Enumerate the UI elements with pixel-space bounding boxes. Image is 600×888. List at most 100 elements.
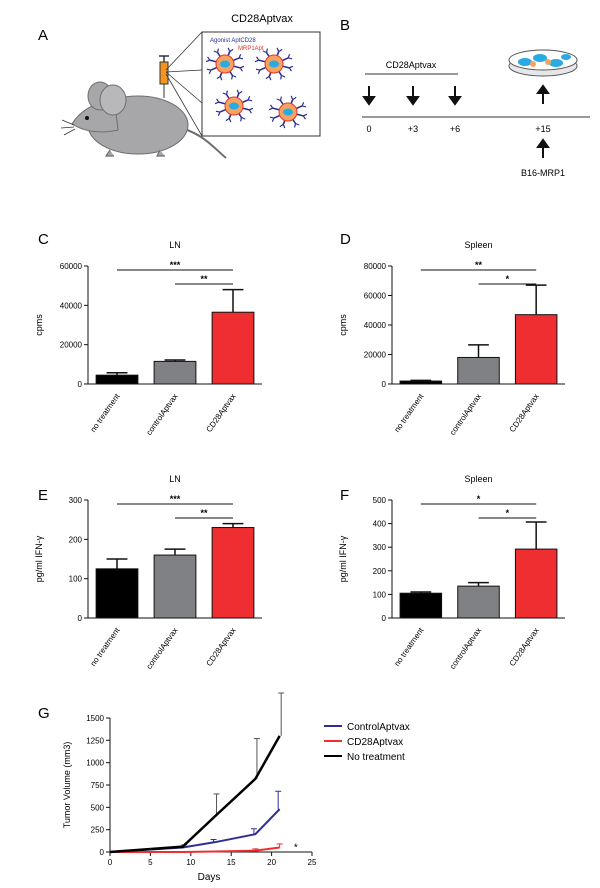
vaccine-bar-label: CD28Aptvax (386, 60, 437, 70)
y-tick-label: 1000 (86, 759, 104, 768)
x-tick-label: CD28Aptvax (508, 392, 541, 434)
y-tick-label: 400 (373, 520, 387, 529)
agonist-aptamer-tip (276, 47, 283, 53)
panel-label-f: F (340, 487, 349, 504)
x-tick-label: controlAptvax (144, 626, 179, 671)
panel-label-e: E (38, 487, 48, 504)
x-tick-label: 0 (108, 858, 113, 867)
mouse-whiskers (60, 119, 76, 136)
agonist-aptamer-tip (215, 110, 221, 116)
tick-day-3: +3 (408, 124, 418, 134)
tick-day-6: +6 (450, 124, 460, 134)
panel-label-d: D (340, 231, 351, 248)
y-tick-label: 300 (373, 543, 387, 552)
legend-label: ControlAptvax (347, 722, 410, 733)
x-tick-label: no treatment (88, 391, 122, 434)
chart-g-tumor-volume: 0 250 500 750 1000 1250 1500 0 5 10 15 20 25 Days Tumo… (62, 692, 410, 883)
series-line-cd28aptvax (110, 846, 280, 853)
x-tick-label: controlAptvax (448, 392, 483, 437)
panel-a-title: CD28Aptvax (231, 13, 293, 25)
bar-cd28aptvax (211, 311, 255, 385)
y-axis-label: Tumor Volume (mm3) (62, 742, 72, 829)
significance-marker: ** (475, 260, 483, 270)
significance-marker: * (294, 843, 298, 854)
bar-controlaptvax (457, 356, 500, 385)
chart-title: Spleen (464, 240, 492, 250)
y-tick-label: 300 (69, 496, 83, 505)
chart-f-spleen-ifng: Spleen pg/ml IFN-γ 0 100 200 300 400 500 no trea… (338, 474, 565, 671)
chart-title: Spleen (464, 474, 492, 484)
y-tick-label: 0 (382, 614, 387, 623)
agonist-aptamer-tip (301, 102, 307, 108)
panel-label-g: G (38, 705, 50, 722)
x-tick-label: no treatment (88, 625, 122, 668)
agonist-aptamer-tip (240, 116, 246, 122)
y-tick-label: 0 (100, 848, 105, 857)
y-axis-label: cpms (338, 314, 348, 336)
y-tick-label: 750 (91, 781, 105, 790)
y-tick-label: 500 (373, 496, 387, 505)
agonist-aptamer-tip (236, 89, 243, 95)
significance-marker: * (506, 508, 510, 518)
petri-dish-icon (508, 49, 578, 77)
bar-no-treatment (95, 374, 139, 385)
y-axis-label: cpms (34, 314, 44, 336)
mouse-illustration (60, 81, 227, 159)
cell-nucleus (283, 108, 293, 116)
y-tick-label: 200 (373, 567, 387, 576)
significance-marker: *** (170, 260, 181, 270)
agonist-aptamer-tip (213, 48, 219, 54)
agonist-aptamer-tip (205, 56, 211, 63)
y-tick-label: 250 (91, 826, 105, 835)
agonist-aptamer-tip (231, 74, 237, 80)
x-tick-label: no treatment (392, 625, 426, 668)
mouse-ear-front (99, 84, 127, 116)
mouse-eye (85, 116, 89, 120)
agonist-aptamer-tip (222, 90, 228, 96)
y-tick-label: 40000 (60, 301, 83, 310)
y-tick-label: 100 (373, 590, 387, 599)
panel-label-c: C (38, 231, 49, 248)
agonist-aptamer-tip (288, 65, 294, 72)
agonist-aptamer-tip (279, 123, 286, 129)
agonist-aptamer-tip (302, 113, 308, 120)
aptvax-cells (205, 47, 308, 129)
legend-mrp1: MRP1Apt (238, 46, 264, 52)
chart-e-ln-ifng: LN pg/ml IFN-γ 0 100 200 300 no treatment contr… (34, 474, 262, 671)
y-axis-label: pg/ml IFN-γ (338, 535, 348, 582)
significance-marker: * (506, 274, 510, 284)
agonist-aptamer-tip (214, 98, 220, 105)
y-tick-label: 40000 (364, 321, 387, 330)
x-tick-label: 5 (148, 858, 153, 867)
y-tick-label: 1250 (86, 736, 104, 745)
significance-marker: *** (170, 494, 181, 504)
y-tick-label: 0 (78, 614, 83, 623)
y-tick-label: 1500 (86, 714, 104, 723)
zoom-lines (165, 31, 203, 137)
significance-marker: * (477, 494, 481, 504)
y-tick-label: 80000 (364, 262, 387, 271)
legend-label: CD28Aptvax (347, 737, 403, 748)
legend-label: No treatment (347, 752, 405, 763)
y-tick-label: 100 (69, 575, 83, 584)
agonist-aptamer-tip (255, 68, 261, 74)
y-tick-label: 500 (91, 803, 105, 812)
agonist-aptamer-tip (227, 47, 234, 53)
x-tick-label: controlAptvax (144, 392, 179, 437)
agonist-aptamer-tip (254, 56, 260, 63)
bar-controlaptvax (457, 585, 500, 619)
y-tick-label: 200 (69, 535, 83, 544)
syringe-icon (159, 55, 169, 98)
agonist-aptamer-tip (225, 117, 232, 123)
agonist-aptamer-tip (276, 96, 282, 102)
y-tick-label: 0 (78, 380, 83, 389)
x-tick-label: CD28Aptvax (204, 626, 237, 668)
y-tick-label: 20000 (364, 351, 387, 360)
x-tick-label: CD28Aptvax (204, 392, 237, 434)
x-tick-label: no treatment (392, 391, 426, 434)
bar-no-treatment (95, 568, 139, 619)
series-line-no-treatment (109, 735, 281, 854)
agonist-aptamer-tip (294, 122, 300, 128)
y-tick-label: 20000 (60, 341, 83, 350)
